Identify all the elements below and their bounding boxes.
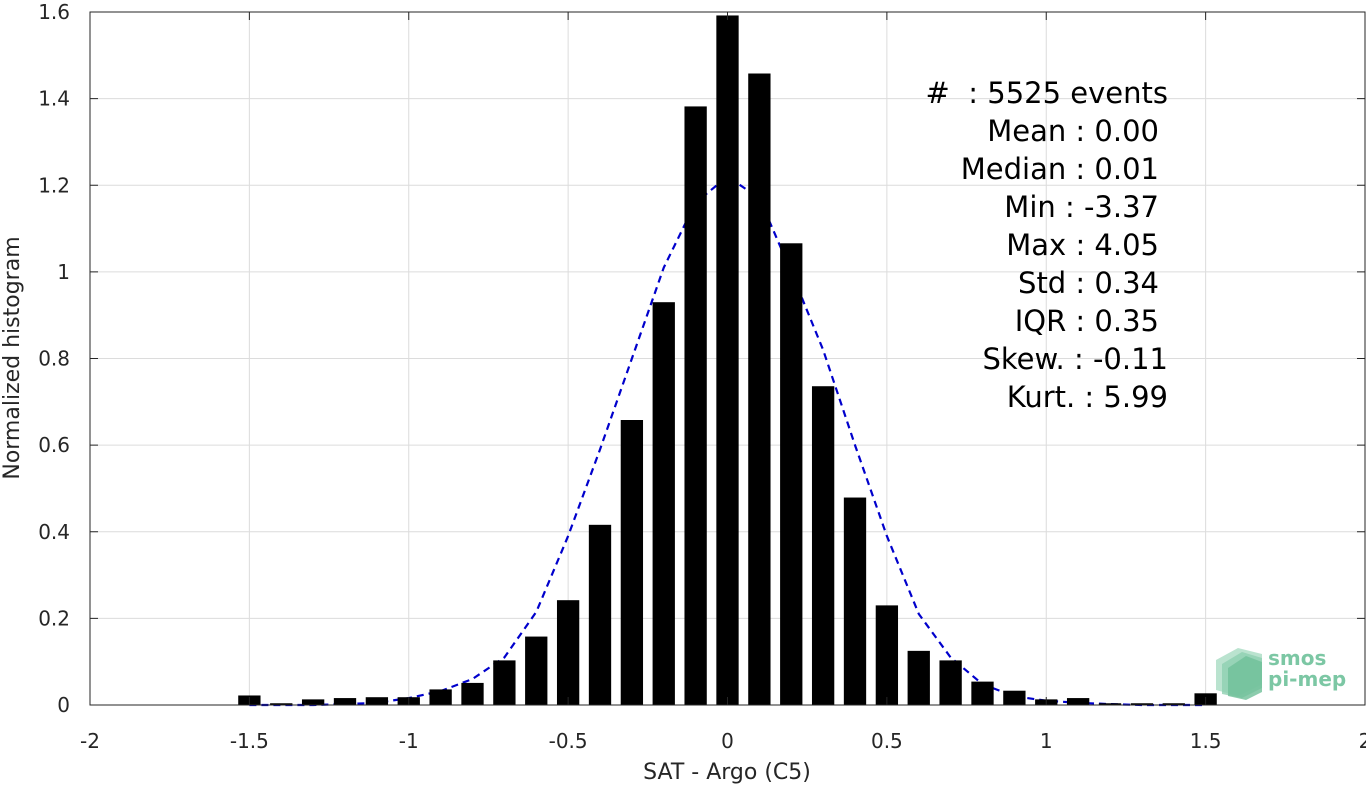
y-tick-labels: 0 0.2 0.4 0.6 0.8 1 1.2 1.4 1.6 — [38, 0, 70, 717]
histogram-bar — [907, 650, 930, 705]
histogram-bar — [493, 660, 516, 705]
x-tick-labels: -2 -1.5 -1 -0.5 0 0.5 1 1.5 2 — [80, 729, 1366, 753]
histogram-bar — [1066, 698, 1090, 705]
histogram-bar — [780, 243, 803, 705]
histogram-bar — [1162, 703, 1185, 705]
histogram-bar — [652, 302, 675, 705]
histogram-bar — [1130, 703, 1154, 705]
stats-median: Median : 0.01 — [961, 152, 1159, 186]
y-tick-label: 1.6 — [38, 0, 70, 24]
y-tick-label: 0.4 — [38, 520, 70, 544]
stats-skew: Skew. : -0.11 — [982, 342, 1168, 376]
stats-box: # : 5525 events Mean : 0.00 Median : 0.0… — [926, 76, 1168, 414]
histogram-bar — [875, 605, 899, 705]
stats-min: Min : -3.37 — [1004, 190, 1159, 224]
x-tick-label: 1 — [1040, 729, 1053, 753]
y-tick-label: 0.8 — [38, 347, 70, 371]
logo-text-smos: smos — [1268, 646, 1326, 670]
histogram-bar — [333, 698, 357, 705]
y-axis-label: Normalized histogram — [0, 236, 25, 479]
x-tick-label: -2 — [80, 729, 100, 753]
histogram-bar — [716, 15, 739, 705]
y-tick-label: 0 — [57, 693, 70, 717]
histogram-bar — [525, 636, 548, 705]
stats-mean: Mean : 0.00 — [987, 114, 1159, 148]
stats-kurt: Kurt. : 5.99 — [1007, 380, 1168, 414]
stats-events: # : 5525 events — [926, 76, 1168, 110]
histogram-bar — [365, 697, 389, 705]
stats-std: Std : 0.34 — [1018, 266, 1159, 300]
histogram-bar — [684, 106, 707, 705]
histogram-bar — [1098, 703, 1122, 705]
histogram-bar — [843, 497, 867, 705]
histogram-bar — [1003, 690, 1026, 705]
y-tick-label: 1 — [57, 260, 70, 284]
y-tick-label: 0.2 — [38, 606, 70, 630]
x-tick-label: -1 — [399, 729, 419, 753]
x-tick-label: 1.5 — [1190, 729, 1222, 753]
histogram-bar — [971, 681, 994, 705]
histogram-bar — [588, 524, 612, 705]
bars-layer — [238, 15, 1217, 705]
x-axis-label: SAT - Argo (C5) — [643, 760, 811, 785]
y-tick-label: 1.2 — [38, 173, 70, 197]
x-tick-label: 2 — [1359, 729, 1366, 753]
histogram-bar — [811, 386, 835, 705]
histogram-bar — [748, 73, 771, 705]
stats-max: Max : 4.05 — [1006, 228, 1159, 262]
histogram-bar — [429, 689, 452, 705]
histogram-bar — [556, 600, 580, 705]
x-tick-label: 0.5 — [871, 729, 903, 753]
x-tick-label: -0.5 — [549, 729, 588, 753]
y-tick-label: 1.4 — [38, 87, 70, 111]
stats-iqr: IQR : 0.35 — [1015, 304, 1159, 338]
smos-pimep-logo: smos pi-mep — [1216, 646, 1346, 700]
histogram-bar — [270, 703, 293, 705]
axis-ticks — [89, 11, 1366, 706]
histogram-bar — [939, 660, 962, 705]
logo-text-pimep: pi-mep — [1268, 667, 1346, 691]
histogram-bar — [620, 420, 644, 705]
logo-waves-icon — [1216, 648, 1262, 700]
histogram-bar — [301, 699, 325, 705]
x-tick-label: -1.5 — [230, 729, 269, 753]
x-tick-label: 0 — [721, 729, 734, 753]
y-tick-label: 0.6 — [38, 433, 70, 457]
histogram-bar — [461, 682, 484, 705]
